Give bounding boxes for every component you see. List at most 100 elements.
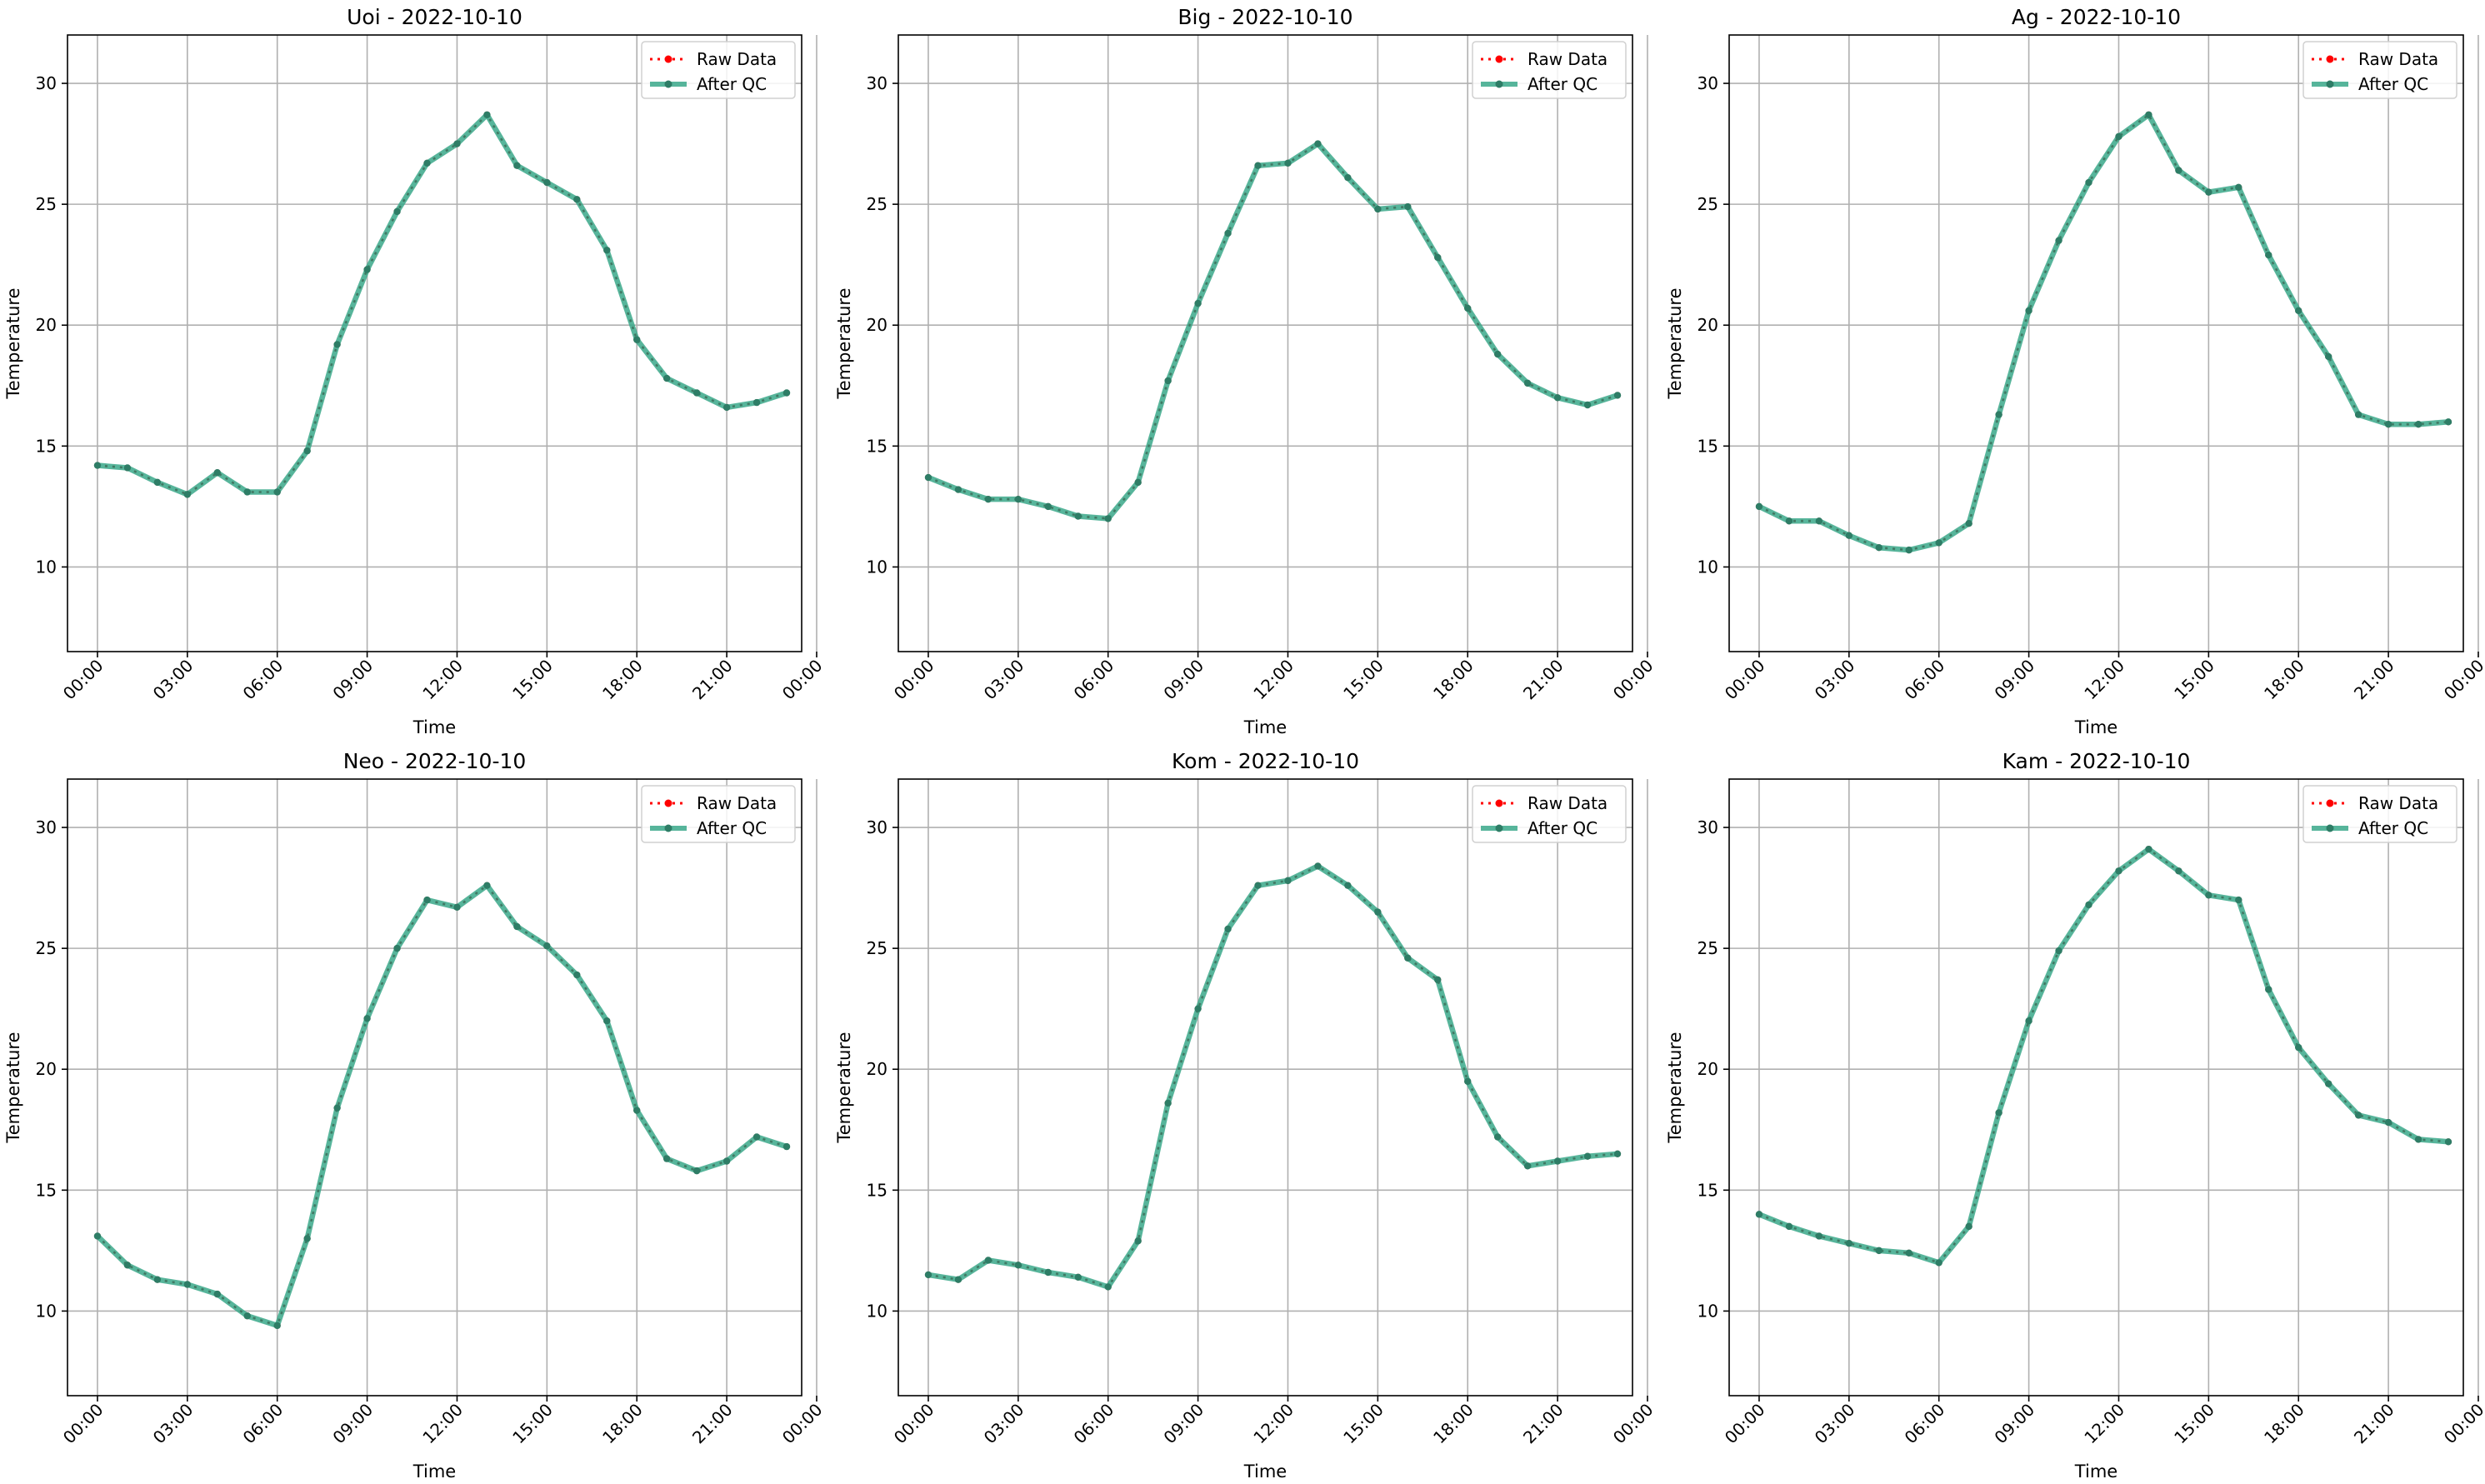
subplot-1: 10 15 20 25 30 00:00 03:00 06:00 09:00 12:00 15:00… bbox=[3, 5, 827, 737]
data-point-qc bbox=[1074, 1273, 1082, 1282]
data-point-qc bbox=[1014, 495, 1022, 503]
y-tick-label: 15 bbox=[1698, 436, 1718, 456]
y-tick-label: 20 bbox=[867, 315, 888, 335]
x-tick-label: 00:00 bbox=[778, 656, 827, 704]
data-point-qc bbox=[2205, 892, 2212, 899]
y-tick-label: 10 bbox=[36, 1301, 57, 1321]
data-point-qc bbox=[453, 903, 461, 912]
x-tick-label: 12:00 bbox=[418, 1400, 467, 1448]
x-tick-label: 18:00 bbox=[2260, 656, 2308, 704]
y-tick-label: 10 bbox=[867, 557, 888, 577]
data-point-qc bbox=[1523, 379, 1532, 387]
legend-marker-raw bbox=[2326, 799, 2334, 807]
legend-marker-raw bbox=[664, 55, 672, 63]
x-tick-label: 03:00 bbox=[1811, 1400, 1859, 1448]
data-point-qc bbox=[984, 1257, 992, 1264]
data-point-qc bbox=[1965, 1222, 1972, 1231]
axes-frame bbox=[898, 778, 1633, 1397]
x-tick-label: 09:00 bbox=[1990, 656, 2038, 704]
y-tick-label: 20 bbox=[1698, 1059, 1718, 1079]
series-line-raw bbox=[928, 864, 1618, 1289]
data-point-qc bbox=[1875, 544, 1882, 552]
x-tick-label: 03:00 bbox=[980, 656, 1028, 704]
data-point-qc bbox=[1404, 202, 1412, 211]
y-tick-label: 25 bbox=[1698, 194, 1718, 214]
data-point-qc bbox=[2265, 986, 2272, 993]
data-point-qc bbox=[123, 464, 132, 472]
y-tick-label: 25 bbox=[867, 194, 888, 214]
series-line-raw-overlay bbox=[1758, 847, 2449, 1264]
data-point-qc bbox=[2025, 307, 2032, 315]
subplot-title: Neo - 2022-10-10 bbox=[343, 749, 527, 773]
y-tick-label: 30 bbox=[1698, 73, 1718, 93]
data-point-qc bbox=[2205, 188, 2212, 196]
y-tick-label: 10 bbox=[867, 1301, 888, 1321]
x-tick-label: 12:00 bbox=[1249, 1400, 1298, 1448]
legend-label-raw: Raw Data bbox=[697, 793, 777, 813]
data-point-qc bbox=[2085, 901, 2092, 909]
y-tick-label: 10 bbox=[1698, 557, 1718, 577]
subplot-4: 10 15 20 25 30 00:00 03:00 06:00 09:00 12:00 15:00… bbox=[3, 749, 827, 1482]
x-tick-label: 21:00 bbox=[2350, 656, 2398, 704]
data-point-qc bbox=[1164, 377, 1172, 385]
data-point-qc bbox=[1314, 140, 1322, 147]
x-axis-label: Time bbox=[412, 717, 456, 737]
x-tick-label: 06:00 bbox=[1070, 656, 1118, 704]
data-point-qc bbox=[1014, 1262, 1022, 1269]
data-point-qc bbox=[1553, 394, 1562, 402]
x-tick-label: 03:00 bbox=[980, 1400, 1028, 1448]
x-tick-label: 06:00 bbox=[239, 1400, 288, 1448]
data-point-qc bbox=[1434, 253, 1442, 262]
x-tick-label: 12:00 bbox=[1249, 656, 1298, 704]
x-tick-label: 06:00 bbox=[1901, 656, 1949, 704]
data-point-qc bbox=[2414, 1136, 2422, 1143]
series-line-qc bbox=[1758, 846, 2449, 1266]
legend-label-raw: Raw Data bbox=[2358, 793, 2438, 813]
y-tick-label: 15 bbox=[36, 1180, 57, 1200]
data-point-qc bbox=[1875, 1247, 1882, 1255]
y-tick-label: 20 bbox=[36, 315, 57, 335]
data-point-qc bbox=[303, 1235, 311, 1242]
data-point-qc bbox=[543, 178, 551, 187]
legend: Raw Data After QC bbox=[2302, 41, 2458, 99]
data-point-qc bbox=[2295, 307, 2302, 315]
data-point-qc bbox=[722, 403, 731, 412]
y-tick-label: 30 bbox=[1698, 817, 1718, 837]
data-point-qc bbox=[2324, 352, 2332, 361]
x-tick-label: 09:00 bbox=[1159, 656, 1208, 704]
legend-marker-qc bbox=[664, 80, 672, 88]
y-axis-label: Temperature bbox=[834, 287, 854, 399]
data-point-qc bbox=[2444, 418, 2452, 426]
data-point-qc bbox=[782, 1142, 791, 1151]
x-tick-label: 00:00 bbox=[890, 1400, 938, 1448]
axes-frame bbox=[898, 34, 1633, 652]
series-line-raw bbox=[96, 883, 788, 1327]
series-line-raw-overlay bbox=[97, 113, 788, 496]
x-tick-label: 00:00 bbox=[1609, 656, 1658, 704]
y-tick-label: 30 bbox=[867, 73, 888, 93]
legend-marker-raw bbox=[2326, 55, 2334, 63]
x-tick-label: 09:00 bbox=[328, 1400, 377, 1448]
series-line-raw bbox=[928, 142, 1618, 520]
y-tick-label: 25 bbox=[867, 938, 888, 958]
series-line-qc bbox=[927, 141, 1619, 522]
data-point-qc bbox=[2235, 896, 2242, 904]
x-axis-label: Time bbox=[1243, 1462, 1287, 1482]
x-tick-label: 00:00 bbox=[890, 656, 938, 704]
x-tick-label: 09:00 bbox=[1159, 1400, 1208, 1448]
data-point-qc bbox=[633, 336, 641, 343]
data-point-qc bbox=[363, 266, 371, 273]
data-point-qc bbox=[303, 447, 311, 455]
series-line-raw-overlay bbox=[928, 865, 1618, 1288]
y-tick-label: 25 bbox=[1698, 938, 1718, 958]
data-point-qc bbox=[453, 140, 461, 147]
x-tick-label: 18:00 bbox=[1429, 656, 1478, 704]
y-tick-label: 30 bbox=[867, 817, 888, 837]
data-point-qc bbox=[2175, 167, 2182, 174]
y-tick-label: 15 bbox=[36, 436, 57, 456]
data-point-qc bbox=[1815, 1232, 1823, 1240]
y-tick-label: 20 bbox=[36, 1059, 57, 1079]
subplot-title: Uoi - 2022-10-10 bbox=[347, 5, 522, 29]
data-point-qc bbox=[1785, 517, 1793, 525]
data-point-qc bbox=[692, 1167, 701, 1175]
